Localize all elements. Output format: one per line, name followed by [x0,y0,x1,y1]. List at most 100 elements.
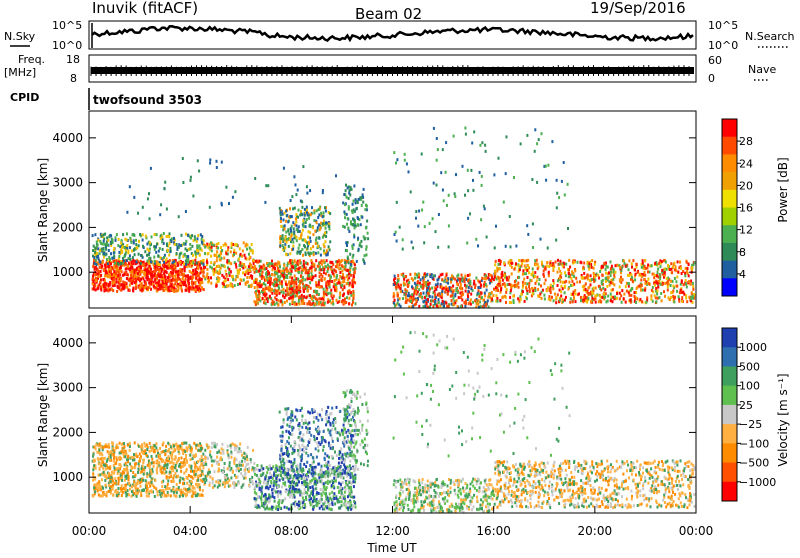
echo-cell [647,278,649,281]
echo-cell [268,277,270,280]
echo-cell [432,217,434,220]
echo-cell [522,284,524,287]
echo-cell [571,277,573,280]
echo-cell [595,287,597,290]
echo-cell [282,237,284,240]
echo-cell [663,259,665,262]
echo-cell [537,263,539,266]
echo-cell [317,216,319,219]
echo-cell [451,274,453,277]
echo-cell [138,267,140,270]
echo-cell [678,266,680,269]
echo-cell [438,213,440,216]
echo-cell [591,266,593,269]
echo-cell [348,192,350,195]
echo-cell [479,171,481,174]
echo-cell [176,252,178,255]
echo-cell [311,298,313,301]
echo-cell [286,275,288,278]
echo-cell [593,272,595,275]
echo-cell [443,304,445,307]
echo-cell [138,240,140,243]
echo-cell [125,484,127,487]
echo-cell [669,298,671,301]
echo-cell [286,241,288,244]
echo-cell [599,270,601,273]
echo-cell [302,276,304,279]
echo-cell [249,247,251,250]
echo-cell [423,241,425,244]
echo-cell [168,286,170,289]
echo-cell [191,262,193,265]
echo-cell [290,235,292,238]
echo-cell [153,256,155,259]
echo-cell [667,285,669,288]
echo-cell [564,271,566,274]
echo-cell [112,239,114,242]
echo-cell [97,269,99,272]
echo-cell [399,226,401,229]
echo-cell [526,292,528,295]
echo-cell [272,299,274,302]
echo-cell [692,285,694,288]
echo-cell [271,292,273,295]
echo-cell [346,223,348,226]
echo-cell [329,292,331,295]
freq-unit: [MHz] [4,66,36,79]
echo-cell [431,299,433,302]
echo-cell [103,233,105,236]
echo-cell [467,274,469,277]
echo-cell [99,249,101,252]
echo-cell [99,260,101,263]
echo-cell [420,278,422,281]
echo-cell [631,276,633,279]
echo-cell [296,286,298,289]
echo-cell [614,271,616,274]
echo-cell [292,207,294,210]
echo-cell [213,244,215,247]
echo-cell [168,450,170,453]
echo-cell [597,274,599,277]
echo-cell [276,284,278,287]
echo-cell [654,284,656,287]
echo-cell [423,292,425,295]
echo-cell [624,262,626,265]
echo-cell [445,141,447,144]
echo-cell [573,297,575,300]
echo-cell [309,231,311,234]
echo-cell [425,294,427,297]
echo-cell [302,254,304,257]
echo-cell [421,153,423,156]
echo-cell [634,269,636,272]
echo-cell [129,254,131,257]
echo-cell [233,249,235,252]
echo-cell [619,292,621,295]
echo-cell [201,281,203,284]
echo-cell [164,284,166,287]
echo-cell [184,266,186,269]
echo-cell [485,303,487,306]
echo-cell [198,274,200,277]
echo-cell [287,229,289,232]
echo-cell [438,292,440,295]
echo-cell [125,491,127,494]
echo-cell [610,271,612,274]
echo-cell [515,262,517,265]
echo-cell [583,266,585,269]
echo-cell [175,270,177,273]
echo-cell [293,175,295,178]
echo-cell [185,470,187,473]
echo-cell [253,280,255,283]
echo-cell [160,203,162,206]
echo-cell [621,301,623,304]
echo-cell [467,290,469,293]
echo-cell [258,282,260,285]
echo-cell [136,260,138,263]
echo-cell [93,245,95,248]
echo-cell [659,274,661,277]
echo-cell [418,274,420,277]
echo-cell [315,259,317,262]
echo-cell [394,281,396,284]
echo-cell [583,296,585,299]
echo-cell [301,271,303,274]
